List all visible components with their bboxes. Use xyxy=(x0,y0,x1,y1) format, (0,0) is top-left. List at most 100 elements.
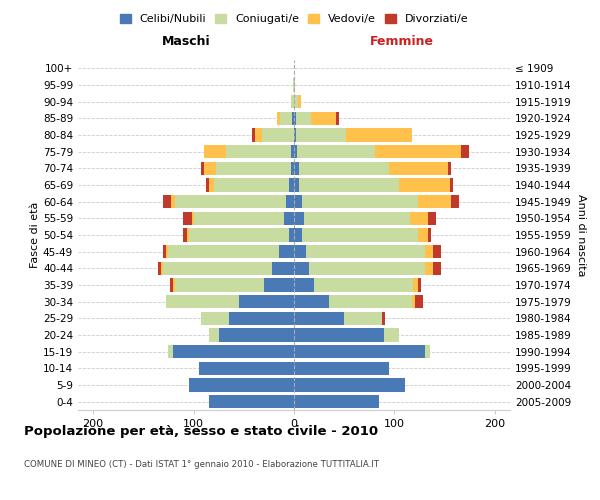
Y-axis label: Anni di nascita: Anni di nascita xyxy=(575,194,586,276)
Bar xyxy=(279,245,294,258)
Bar xyxy=(294,262,309,275)
Bar xyxy=(200,162,203,175)
Bar xyxy=(428,212,436,225)
Bar xyxy=(294,178,299,192)
Bar xyxy=(163,262,272,275)
Bar xyxy=(262,128,294,141)
Bar xyxy=(428,228,431,241)
Bar xyxy=(163,245,166,258)
Bar xyxy=(294,162,299,175)
Bar xyxy=(184,228,187,241)
Bar xyxy=(203,145,226,158)
Bar xyxy=(451,195,459,208)
Bar xyxy=(203,162,215,175)
Bar xyxy=(289,228,294,241)
Bar xyxy=(209,395,294,408)
Bar xyxy=(280,112,292,125)
Bar xyxy=(191,212,194,225)
Bar xyxy=(298,95,301,108)
Bar xyxy=(418,195,451,208)
Bar xyxy=(297,145,376,158)
Bar xyxy=(425,345,430,358)
Bar xyxy=(425,245,433,258)
Bar xyxy=(293,78,294,92)
Bar xyxy=(272,262,294,275)
Bar xyxy=(239,295,294,308)
Bar xyxy=(450,178,453,192)
Text: Maschi: Maschi xyxy=(161,36,211,49)
Bar xyxy=(173,345,294,358)
Bar xyxy=(158,262,161,275)
Bar xyxy=(314,278,413,291)
Bar xyxy=(199,362,294,375)
Bar xyxy=(226,145,291,158)
Bar xyxy=(173,278,175,291)
Bar xyxy=(194,212,284,225)
Bar xyxy=(329,295,412,308)
Bar xyxy=(461,145,469,158)
Bar xyxy=(161,262,163,275)
Bar xyxy=(425,262,433,275)
Bar xyxy=(264,278,294,291)
Bar xyxy=(166,295,239,308)
Bar xyxy=(346,128,412,141)
Text: Popolazione per età, sesso e stato civile - 2010: Popolazione per età, sesso e stato civil… xyxy=(24,425,378,438)
Bar xyxy=(294,328,385,342)
Bar xyxy=(344,312,382,325)
Bar xyxy=(418,228,428,241)
Bar xyxy=(294,278,314,291)
Bar xyxy=(294,312,344,325)
Bar xyxy=(214,178,289,192)
Bar xyxy=(302,228,418,241)
Bar xyxy=(175,278,264,291)
Bar xyxy=(294,345,425,358)
Bar xyxy=(209,178,214,192)
Bar xyxy=(299,178,400,192)
Bar xyxy=(200,312,229,325)
Bar xyxy=(163,195,172,208)
Bar xyxy=(291,145,294,158)
Bar xyxy=(184,212,191,225)
Bar xyxy=(188,378,294,392)
Bar xyxy=(294,362,389,375)
Bar xyxy=(294,95,298,108)
Bar xyxy=(252,128,255,141)
Bar xyxy=(415,295,422,308)
Bar xyxy=(292,112,294,125)
Bar xyxy=(382,312,385,325)
Bar xyxy=(294,295,329,308)
Bar xyxy=(294,395,379,408)
Bar xyxy=(296,128,346,141)
Bar xyxy=(400,178,450,192)
Bar xyxy=(255,128,262,141)
Bar xyxy=(170,278,173,291)
Bar xyxy=(294,112,296,125)
Bar xyxy=(413,278,418,291)
Bar xyxy=(294,212,304,225)
Bar xyxy=(448,162,451,175)
Bar xyxy=(286,195,294,208)
Bar xyxy=(296,112,311,125)
Bar xyxy=(215,162,291,175)
Bar xyxy=(294,245,306,258)
Bar xyxy=(175,195,286,208)
Bar xyxy=(309,262,425,275)
Bar xyxy=(433,262,440,275)
Bar xyxy=(299,162,389,175)
Bar xyxy=(294,228,302,241)
Bar xyxy=(336,112,339,125)
Bar xyxy=(433,245,440,258)
Bar xyxy=(311,112,336,125)
Bar xyxy=(166,245,169,258)
Bar xyxy=(206,178,209,192)
Bar xyxy=(294,128,296,141)
Bar xyxy=(277,112,280,125)
Bar xyxy=(304,212,410,225)
Bar xyxy=(291,162,294,175)
Bar xyxy=(209,328,218,342)
Bar xyxy=(218,328,294,342)
Bar xyxy=(229,312,294,325)
Bar xyxy=(385,328,400,342)
Bar xyxy=(412,295,415,308)
Bar xyxy=(291,95,294,108)
